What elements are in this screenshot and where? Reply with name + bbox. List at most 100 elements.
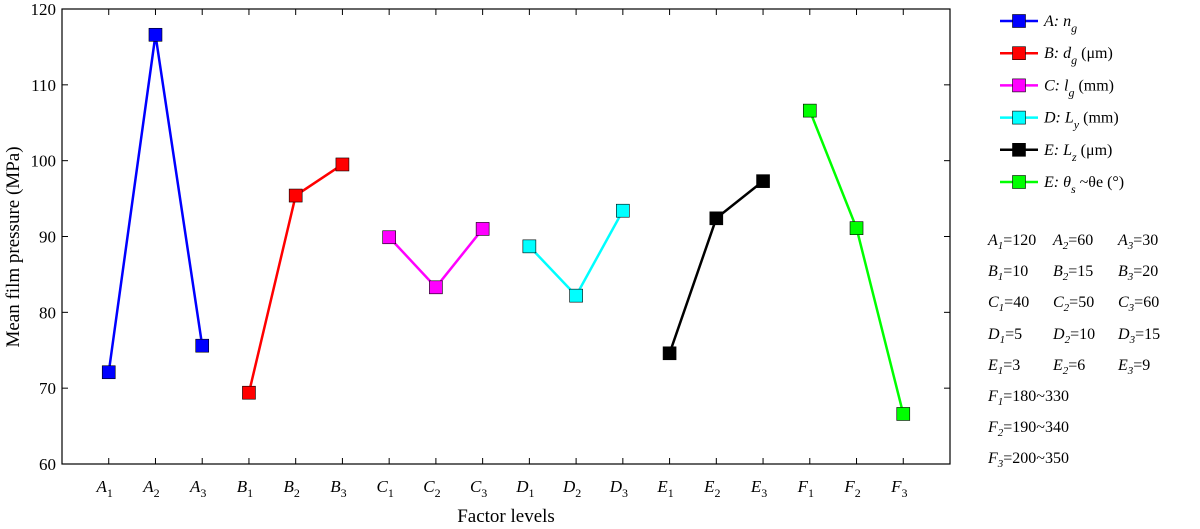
plot-area [61,8,951,465]
x-tick-label: E2 [703,477,720,500]
factor-note: A3=30 [1118,232,1159,253]
factor-note: C3=60 [1118,294,1160,315]
data-point [101,365,116,380]
series-line [107,34,204,373]
y-axis: 60 70 80 90 100 110 120 [31,0,950,474]
factor-note: A2=60 [1053,232,1094,253]
factor-note: B3=20 [1118,263,1159,284]
x-tick-label: A1 [96,477,113,500]
x-tick-label: E1 [656,477,673,500]
legend-marker [1012,46,1026,61]
legend-item-1: A: ng [1000,13,1077,35]
data-point [662,346,677,361]
factor-note-row: F2=190~340 [988,419,1069,439]
legend-label: E: Lz (μm) [1043,142,1112,164]
x-tick-label: F2 [843,477,860,500]
legend-item-4: D: Ly (mm) [1000,110,1119,132]
series-line [388,228,484,290]
factor-note: E2=6 [1053,356,1086,377]
legend-item-6: E: θs ~θe (°) [1000,174,1124,196]
factor-note: C1=40 [988,294,1030,315]
series-layer [101,27,911,421]
factor-note-row: F3=200~350 [988,450,1069,471]
data-point [195,338,210,353]
y-tick-label: 60 [39,455,56,474]
legend-label: D: Ly (mm) [1043,110,1119,132]
data-point [475,222,490,236]
legend-label: E: θs ~θe (°) [1043,174,1124,196]
y-tick-label: 90 [39,228,56,247]
legend-marker [1012,175,1026,189]
factor-note: B1=10 [988,263,1029,284]
plot-border [61,8,951,465]
y-tick-label: 70 [39,379,56,398]
factor-note: D3=15 [1118,325,1161,346]
factor-note-row: A1=120 A2=60 A3=30 [988,232,1183,252]
data-point [522,239,537,254]
factor-note-row: D1=5 D2=10 D3=15 [988,326,1183,346]
x-tick-label: C2 [423,477,440,500]
x-tick-label: A3 [189,477,206,500]
factor-note: F1=180~330 [988,388,1069,409]
series-line [668,180,764,354]
x-tick-label: C1 [376,477,393,500]
y-tick-label: 100 [31,152,57,171]
factor-note-row: F1=180~330 [988,388,1069,409]
series-4 [522,203,630,303]
factor-note: C2=50 [1053,294,1095,315]
y-tick-label: 110 [31,76,56,95]
legend-label: A: ng [1043,13,1077,35]
data-point [709,211,724,226]
factor-note: E3=9 [1118,356,1151,377]
x-tick-label: C3 [470,477,487,500]
factor-note-row: E1=3 E2=6 E3=9 [988,357,1183,377]
factor-note: D2=10 [1053,325,1096,346]
legend-marker [1012,14,1026,28]
y-tick-label: 80 [39,303,56,322]
series-3 [382,222,490,295]
x-tick-label: D1 [515,477,534,500]
x-tick-label: E3 [750,477,767,500]
series-5 [662,174,770,361]
x-tick-label: F1 [797,477,814,500]
data-point [616,203,630,218]
x-tick-label: B2 [283,477,299,500]
series-1 [101,27,210,380]
data-point [849,221,864,235]
data-point [148,27,163,42]
factor-note: B2=15 [1053,263,1094,284]
y-tick-label: 120 [31,0,57,19]
x-axis: A1 A2 A3 B1 B2 B3 C1 C2 C3 D1 D2 D3 E1 E2 E3 F1 F2 F3 [96,9,907,500]
legend-item-2: B: dg (μm) [1000,45,1113,67]
legend-marker [1012,78,1026,93]
data-point [335,157,350,172]
series-2 [242,157,350,400]
legend-item-5: E: Lz (μm) [1000,142,1112,164]
data-point [802,103,817,118]
x-tick-label: B1 [237,477,253,500]
x-tick-label: D3 [609,477,628,500]
legend: A: ng B: dg (μm) C: lg (mm) D: Ly (mm) E: Lz… [1000,13,1124,196]
data-point [569,288,583,303]
legend-label: C: lg (mm) [1044,77,1114,99]
legend-marker [1012,143,1026,157]
data-point [756,174,770,188]
factor-note: D1=5 [988,325,1023,346]
x-tick-label: B3 [330,477,346,500]
legend-marker [1012,110,1026,125]
data-point [429,280,443,295]
x-tick-label: F3 [890,477,907,500]
factor-note: F3=200~350 [988,450,1069,471]
factor-note: E1=3 [988,356,1021,377]
y-axis-label: Mean film pressure (MPa) [3,146,24,347]
factor-note-row: C1=40 C2=50 C3=60 [988,294,1183,314]
data-point [242,385,256,400]
series-6 [802,103,911,421]
data-point [288,188,303,203]
data-point [382,230,396,245]
series-line [808,110,905,415]
legend-label: B: dg (μm) [1044,45,1113,67]
factor-note: A1=120 [988,232,1037,253]
data-point [896,407,911,421]
